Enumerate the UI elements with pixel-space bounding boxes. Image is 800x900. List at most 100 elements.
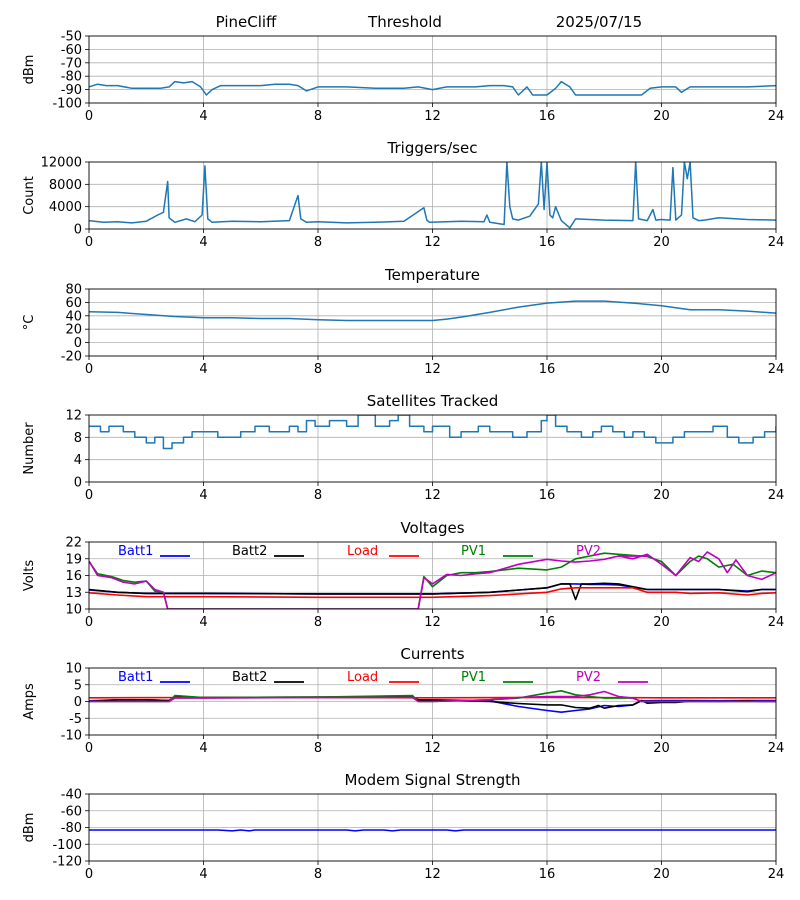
y-tick-label: -20	[61, 350, 82, 365]
y-tick-label: -100	[52, 97, 82, 112]
x-tick-label: 8	[314, 235, 322, 250]
x-tick-label: 20	[653, 362, 670, 377]
y-tick-label: 12	[65, 409, 82, 424]
x-tick-label: 20	[653, 867, 670, 882]
y-tick-label: -80	[61, 70, 82, 85]
x-tick-label: 12	[424, 362, 441, 377]
header-mode: Threshold	[367, 13, 442, 31]
y-tick-label: 16	[65, 569, 82, 584]
y-tick-label: 20	[65, 323, 82, 338]
y-tick-label: -120	[52, 855, 82, 870]
y-tick-label: -60	[61, 804, 82, 819]
x-tick-label: 20	[653, 235, 670, 250]
y-tick-label: 0	[74, 336, 82, 351]
legend-label: PV2	[576, 544, 601, 559]
x-tick-label: 24	[768, 109, 785, 124]
x-tick-label: 0	[85, 488, 93, 503]
y-tick-label: 4000	[49, 200, 82, 215]
legend-label: Batt2	[232, 670, 267, 685]
x-tick-label: 8	[314, 362, 322, 377]
series-line-1	[89, 415, 776, 450]
y-tick-label: -100	[52, 838, 82, 853]
x-tick-label: 24	[768, 741, 785, 756]
x-tick-label: 20	[653, 615, 670, 630]
series-line-1	[89, 300, 776, 322]
x-tick-label: 16	[539, 109, 556, 124]
y-axis-label: Volts	[22, 560, 37, 592]
y-tick-label: 10	[65, 603, 82, 618]
series-line-2	[89, 582, 776, 601]
y-axis-label: °C	[22, 315, 37, 331]
x-tick-label: 24	[768, 615, 785, 630]
x-tick-label: 4	[199, 741, 207, 756]
x-tick-label: 4	[199, 488, 207, 503]
x-tick-label: 16	[539, 488, 556, 503]
legend-label: Load	[347, 544, 378, 559]
series-line-5	[89, 690, 776, 703]
y-tick-label: 80	[65, 283, 82, 298]
legend-label: PV2	[576, 670, 601, 685]
legend-label: PV1	[461, 670, 486, 685]
series-line-1	[89, 162, 776, 229]
panel-title: Modem Signal Strength	[345, 771, 521, 789]
x-tick-label: 24	[768, 867, 785, 882]
y-tick-label: -70	[61, 56, 82, 71]
x-tick-label: 8	[314, 867, 322, 882]
y-tick-label: 0	[74, 476, 82, 491]
x-tick-label: 4	[199, 362, 207, 377]
panel-1: 0 4 8 12 16 20 24 -100-90-80-70-60-50 dBm	[22, 30, 784, 125]
y-tick-label: -50	[61, 30, 82, 45]
header-station: PineCliff	[216, 13, 277, 31]
legend-label: Batt1	[118, 670, 153, 685]
x-tick-label: 16	[539, 615, 556, 630]
series-line-3	[89, 586, 776, 599]
x-tick-label: 16	[539, 235, 556, 250]
series-line-5	[89, 551, 776, 609]
x-tick-label: 20	[653, 109, 670, 124]
y-tick-label: 22	[65, 536, 82, 551]
y-tick-label: -10	[61, 729, 82, 744]
y-tick-label: 8000	[49, 178, 82, 193]
x-tick-label: 0	[85, 741, 93, 756]
x-tick-label: 8	[314, 109, 322, 124]
x-tick-label: 8	[314, 488, 322, 503]
panel-title: Temperature	[384, 266, 480, 284]
panel-title: Satellites Tracked	[367, 392, 498, 410]
panel-title: Voltages	[400, 519, 464, 537]
x-tick-label: 0	[85, 867, 93, 882]
x-tick-label: 0	[85, 362, 93, 377]
legend-label: Load	[347, 670, 378, 685]
x-tick-label: 4	[199, 615, 207, 630]
panel-4: 0 4 8 12 16 20 24 0 4 8 12 Satellites Tracked Number	[22, 392, 784, 503]
y-tick-label: -90	[61, 83, 82, 98]
x-tick-label: 4	[199, 109, 207, 124]
y-tick-label: 13	[65, 586, 82, 601]
y-tick-label: 10	[65, 662, 82, 677]
x-tick-label: 0	[85, 109, 93, 124]
y-axis-label: Amps	[22, 683, 37, 720]
x-tick-label: 12	[424, 741, 441, 756]
y-tick-label: 19	[65, 552, 82, 567]
panel-2: 0 4 8 12 16 20 24 0 4000 8000 12000 Triggers/sec Cou…	[22, 139, 784, 250]
x-tick-label: 4	[199, 867, 207, 882]
x-tick-label: 12	[424, 867, 441, 882]
y-tick-label: -60	[61, 43, 82, 58]
legend-label: Batt1	[118, 544, 153, 559]
y-axis-label: Count	[22, 176, 37, 215]
series-line-1	[89, 80, 776, 96]
panel-7: 0 4 8 12 16 20 24 -120 -100 -80 -60-40 Modem Signal…	[22, 771, 784, 882]
y-tick-label: 0	[74, 223, 82, 238]
y-tick-label: -40	[61, 788, 82, 803]
x-tick-label: 12	[424, 488, 441, 503]
y-tick-label: 60	[65, 296, 82, 311]
y-axis-label: Number	[22, 422, 37, 475]
legend-label: Batt2	[232, 544, 267, 559]
x-tick-label: 12	[424, 615, 441, 630]
legend-label: PV1	[461, 544, 486, 559]
